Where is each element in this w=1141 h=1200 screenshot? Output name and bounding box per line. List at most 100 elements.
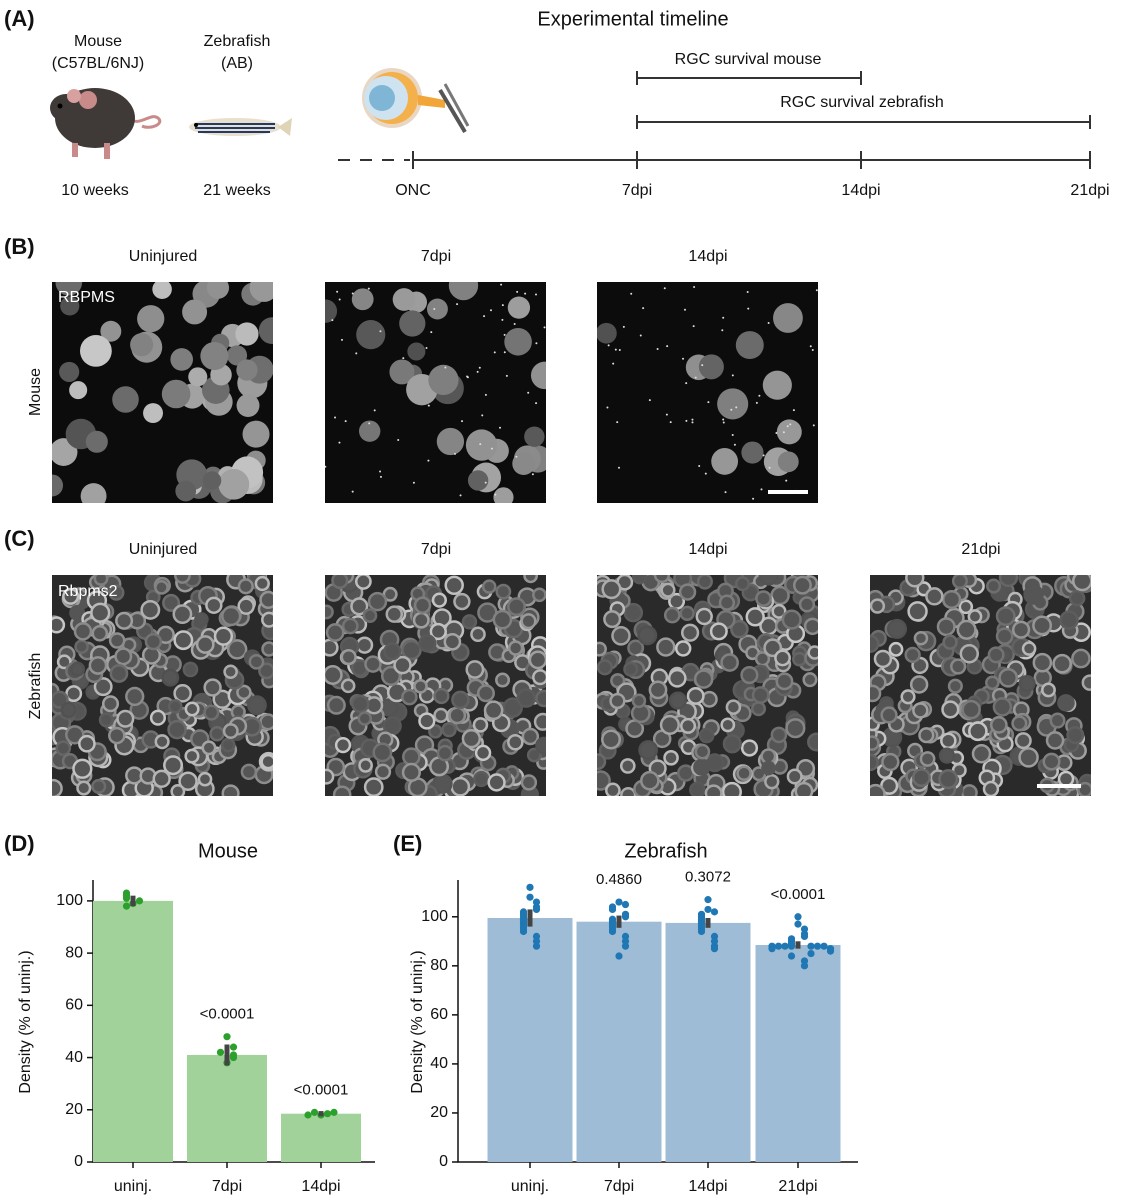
data-point	[774, 942, 783, 950]
cell	[374, 763, 392, 780]
cell	[221, 784, 240, 796]
data-point	[532, 905, 541, 914]
cell	[762, 370, 792, 400]
animal-name: Zebrafish	[204, 33, 271, 50]
cell	[495, 583, 512, 600]
cell	[351, 288, 374, 311]
cell	[918, 727, 935, 744]
y-tick-label: 60	[430, 1006, 448, 1023]
cell	[173, 684, 192, 703]
cell	[792, 651, 807, 667]
cell	[433, 707, 449, 723]
speck	[691, 418, 694, 421]
speck	[666, 345, 669, 348]
cell	[950, 658, 967, 675]
cell	[116, 709, 135, 728]
cell	[535, 736, 546, 755]
cell	[770, 726, 788, 744]
cell	[109, 664, 129, 683]
cell	[69, 604, 86, 621]
speck	[379, 475, 382, 478]
cell	[357, 711, 373, 726]
cell	[258, 662, 273, 680]
cell	[152, 282, 172, 300]
speck	[692, 325, 695, 328]
speck	[527, 391, 530, 394]
timeline-label: 21dpi	[1070, 182, 1109, 199]
row-label: Mouse	[27, 368, 44, 416]
y-axis-label: Density (% of uninj.)	[17, 950, 34, 1093]
cell	[516, 688, 536, 708]
cell	[709, 622, 728, 641]
cell	[913, 630, 929, 646]
cell	[735, 331, 764, 360]
cell	[100, 320, 122, 342]
speck	[494, 493, 497, 496]
x-tick-label: uninj.	[114, 1178, 152, 1195]
cell	[504, 327, 532, 356]
speck	[755, 401, 758, 404]
speck	[444, 366, 447, 369]
data-point	[229, 1043, 238, 1051]
cell	[609, 692, 626, 710]
cell	[200, 341, 229, 371]
cell	[172, 604, 193, 625]
cell	[112, 386, 139, 413]
speck	[616, 421, 619, 424]
cell	[663, 750, 679, 766]
cell	[91, 625, 109, 642]
cell	[326, 695, 346, 715]
cell	[982, 780, 1000, 796]
speck	[701, 364, 704, 367]
cell	[55, 282, 83, 296]
cell	[74, 639, 89, 655]
speck	[607, 344, 610, 347]
cell	[507, 640, 524, 656]
cell	[597, 641, 607, 657]
cell	[412, 611, 430, 629]
cell	[998, 667, 1019, 688]
cell	[528, 650, 546, 670]
cell	[686, 687, 705, 705]
speck	[412, 481, 415, 484]
cell	[428, 724, 443, 739]
speck	[735, 406, 738, 409]
speck	[722, 316, 725, 319]
column-label: 14dpi	[688, 248, 727, 265]
cell	[995, 627, 1014, 646]
speck	[811, 349, 814, 352]
cell	[960, 784, 978, 796]
speck	[456, 303, 459, 306]
speck	[722, 421, 725, 424]
y-axis-label: Density (% of uninj.)	[409, 950, 426, 1093]
cell	[93, 677, 113, 697]
speck	[515, 455, 518, 458]
cell	[93, 575, 109, 586]
cell	[441, 722, 457, 738]
cell	[745, 607, 765, 627]
cell	[786, 768, 803, 785]
speck	[499, 426, 502, 429]
speck	[484, 481, 487, 484]
speck	[762, 454, 765, 457]
cell	[870, 783, 886, 796]
micrograph	[325, 282, 546, 503]
cell	[637, 625, 658, 646]
cell	[693, 758, 711, 776]
cell	[401, 639, 422, 661]
cell	[597, 770, 611, 791]
cell	[1018, 747, 1039, 768]
chart-title: Mouse	[198, 840, 258, 862]
cell	[101, 695, 120, 713]
speck	[535, 293, 538, 296]
speck	[733, 443, 736, 446]
data-point	[621, 913, 630, 921]
cell	[507, 597, 526, 617]
stain-label: Rbpms2	[58, 583, 118, 600]
cell	[942, 634, 958, 650]
speck	[334, 416, 337, 419]
cell	[167, 699, 183, 714]
cell	[627, 639, 645, 657]
cell	[382, 586, 398, 602]
cell	[761, 760, 776, 776]
